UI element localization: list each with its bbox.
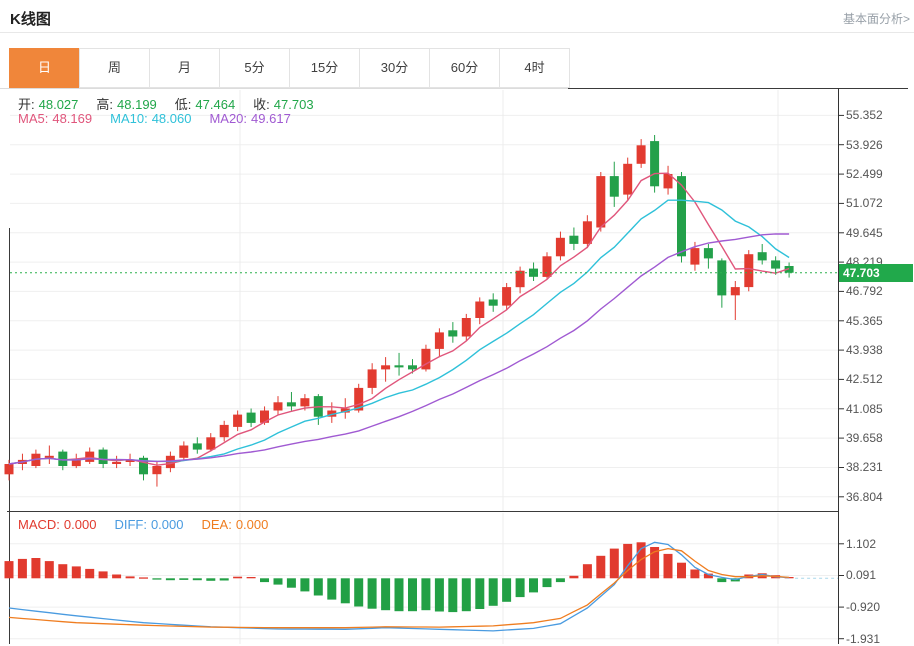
macd-value: 0.000 xyxy=(63,517,97,532)
fundamental-analysis-link[interactable]: 基本面分析> xyxy=(842,12,910,26)
macd-y-tick-label: 0.091 xyxy=(846,568,877,582)
dea-value: 0.000 xyxy=(235,517,269,532)
tab-4时[interactable]: 4时 xyxy=(499,48,570,88)
ma20-value: 49.617 xyxy=(251,111,291,126)
main-y-tick-label: 41.085 xyxy=(846,402,883,416)
main-y-tick-label: 38.231 xyxy=(846,460,883,474)
header-divider xyxy=(0,32,914,33)
main-y-tick-label: 49.645 xyxy=(846,226,883,240)
diff-label: DIFF: xyxy=(114,517,147,532)
main-y-tick-label: 43.938 xyxy=(846,343,883,357)
current-price-tag: 47.703 xyxy=(839,264,913,282)
tab-月[interactable]: 月 xyxy=(149,48,220,88)
ma10-label: MA10: xyxy=(110,111,148,126)
macd-y-tick-label: -0.920 xyxy=(846,600,881,614)
low-value: 47.464 xyxy=(195,97,236,112)
close-value: 47.703 xyxy=(273,97,314,112)
tab-60分[interactable]: 60分 xyxy=(429,48,500,88)
main-y-tick-label: 45.365 xyxy=(846,314,883,328)
ma5-value: 48.169 xyxy=(52,111,93,126)
high-label: 高: xyxy=(96,97,114,112)
ohlc-row: 开: 48.027 高: 48.199 低: 47.464 收: 47.703 xyxy=(18,94,318,113)
ma10-value: 48.060 xyxy=(151,111,192,126)
low-label: 低: xyxy=(174,97,192,112)
main-y-tick-label: 46.792 xyxy=(846,284,883,298)
candlestick-chart[interactable] xyxy=(0,88,914,511)
main-y-tick-label: 39.658 xyxy=(846,431,883,445)
interval-tabbar: 日周月 5分 15分 30分 60分 4时 xyxy=(9,48,570,88)
ma5-label: MA5: xyxy=(18,111,49,126)
main-y-tick-label: 42.512 xyxy=(846,372,883,386)
page-title: K线图 xyxy=(10,11,51,28)
macd-row: MACD: 0.000 DIFF: 0.000 DEA: 0.000 xyxy=(18,517,272,532)
tab-15分[interactable]: 15分 xyxy=(289,48,360,88)
main-y-tick-label: 51.072 xyxy=(846,196,883,210)
ma-row: MA5: 48.169 MA10: 48.060 MA20: 49.617 xyxy=(18,111,295,126)
main-y-tick-label: 53.926 xyxy=(846,138,883,152)
macd-chart[interactable] xyxy=(0,511,914,644)
dea-label: DEA: xyxy=(201,517,232,532)
open-label: 开: xyxy=(18,97,35,112)
main-y-tick-label: 55.352 xyxy=(846,108,883,122)
tab-30分[interactable]: 30分 xyxy=(359,48,430,88)
high-value: 48.199 xyxy=(117,97,157,112)
open-value: 48.027 xyxy=(38,97,79,112)
diff-value: 0.000 xyxy=(150,517,184,532)
main-y-tick-label: 52.499 xyxy=(846,167,883,181)
macd-y-tick-label: -1.931 xyxy=(846,632,881,646)
macd-label: MACD: xyxy=(18,517,60,532)
ma20-label: MA20: xyxy=(209,111,248,126)
close-label: 收: xyxy=(253,97,270,112)
macd-y-tick-label: 1.102 xyxy=(846,537,877,551)
tab-日[interactable]: 日 xyxy=(9,48,80,88)
tab-5分[interactable]: 5分 xyxy=(219,48,290,88)
tab-周[interactable]: 周 xyxy=(79,48,150,88)
main-y-tick-label: 36.804 xyxy=(846,490,883,504)
